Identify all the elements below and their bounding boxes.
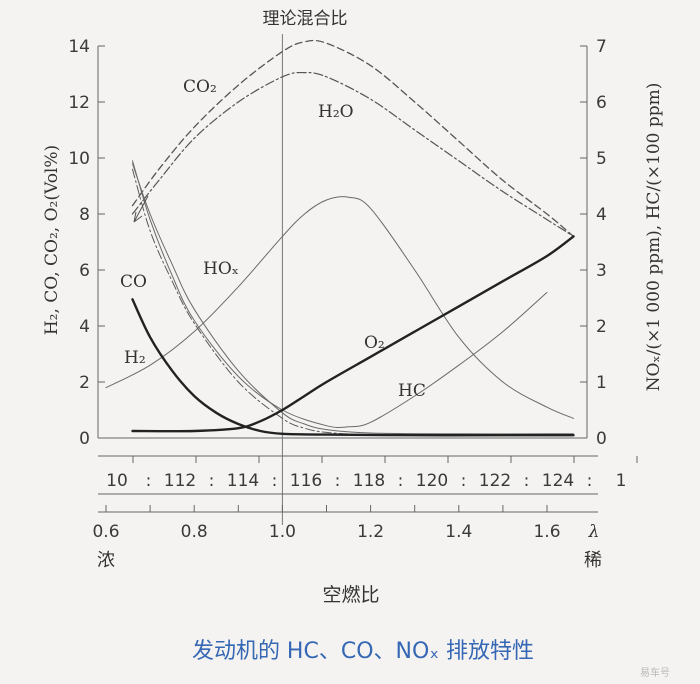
label-co2: CO₂ (183, 77, 217, 97)
x-axis-title: 空燃比 (322, 584, 379, 606)
lambda-tick-label: 0.6 (92, 522, 119, 542)
lean-label: 稀 (584, 550, 602, 571)
afr-tick-label: 122 (479, 471, 511, 491)
y-left-tick-label: 8 (79, 205, 90, 225)
y-right-tick-label: 5 (596, 149, 607, 169)
lambda-tick-label: 1.0 (269, 522, 296, 542)
tick-group: 024681012140123456710:112:114:116:118:12… (68, 37, 638, 542)
label-co: CO (120, 272, 147, 292)
label-h2: H₂ (124, 348, 146, 368)
series-line-co (132, 163, 574, 435)
afr-tick-label: 1 (616, 471, 627, 491)
series-line-o (131, 235, 575, 433)
afr-tick-label: : (209, 471, 215, 491)
y-left-axis-title: H₂, CO, CO₂, O₂(Vol%) (42, 145, 62, 335)
watermark: 易车号 (640, 666, 670, 679)
afr-tick-label: : (587, 471, 593, 491)
y-left-tick-label: 6 (79, 261, 90, 281)
y-left-tick-label: 2 (79, 373, 90, 393)
lambda-tick-label: 1.6 (533, 522, 560, 542)
stoichiometric-label: 理论混合比 (263, 9, 348, 29)
afr-tick-label: 10 (106, 471, 128, 491)
y-left-tick-label: 4 (79, 317, 90, 337)
lambda-tick-label: 1.4 (445, 522, 472, 542)
lambda-symbol: λ (588, 522, 600, 542)
series-line-h (132, 168, 574, 436)
y-left-tick-label: 12 (68, 93, 90, 113)
y-right-axis-title: NOₓ/(×1 000 ppm), HC/(×100 ppm) (644, 83, 664, 392)
lambda-tick-label: 0.8 (181, 522, 208, 542)
figure-caption: 发动机的 HC、CO、NOₓ 排放特性 (192, 639, 534, 664)
lambda-tick-label: 1.2 (357, 522, 384, 542)
series-line-hc (132, 160, 548, 429)
y-left-tick-label: 0 (79, 429, 90, 449)
afr-tick-label: : (398, 471, 404, 491)
afr-tick-label: : (461, 471, 467, 491)
y-right-tick-label: 0 (596, 429, 607, 449)
label-hox: HOₓ (203, 259, 239, 279)
series-line-no (105, 196, 574, 419)
afr-tick-label: 114 (227, 471, 259, 491)
series-line-co (131, 39, 575, 238)
afr-tick-label: 120 (416, 471, 448, 491)
afr-tick-label: 116 (290, 471, 322, 491)
y-left-tick-label: 14 (68, 37, 90, 57)
label-o2: O₂ (364, 333, 385, 353)
afr-tick-label: : (146, 471, 152, 491)
y-right-tick-label: 6 (596, 93, 607, 113)
afr-tick-label: : (272, 471, 278, 491)
co2-arrow (133, 195, 149, 223)
afr-tick-label: : (335, 471, 341, 491)
afr-tick-label: 112 (164, 471, 196, 491)
y-left-tick-label: 10 (68, 149, 90, 169)
afr-tick-label: : (524, 471, 530, 491)
plot-frame (97, 34, 588, 525)
afr-tick-label: 124 (542, 471, 574, 491)
rich-label: 浓 (97, 550, 115, 571)
y-right-tick-label: 3 (596, 261, 607, 281)
y-right-tick-label: 4 (596, 205, 607, 225)
y-right-tick-label: 1 (596, 373, 607, 393)
label-hc: HC (398, 381, 426, 401)
series-line-h-o (131, 71, 575, 237)
series-group (105, 39, 575, 437)
afr-tick-label: 118 (353, 471, 385, 491)
y-right-tick-label: 2 (596, 317, 607, 337)
y-right-tick-label: 7 (596, 37, 607, 57)
series-line-co-rich (131, 298, 575, 437)
label-h2o: H₂O (318, 102, 354, 122)
